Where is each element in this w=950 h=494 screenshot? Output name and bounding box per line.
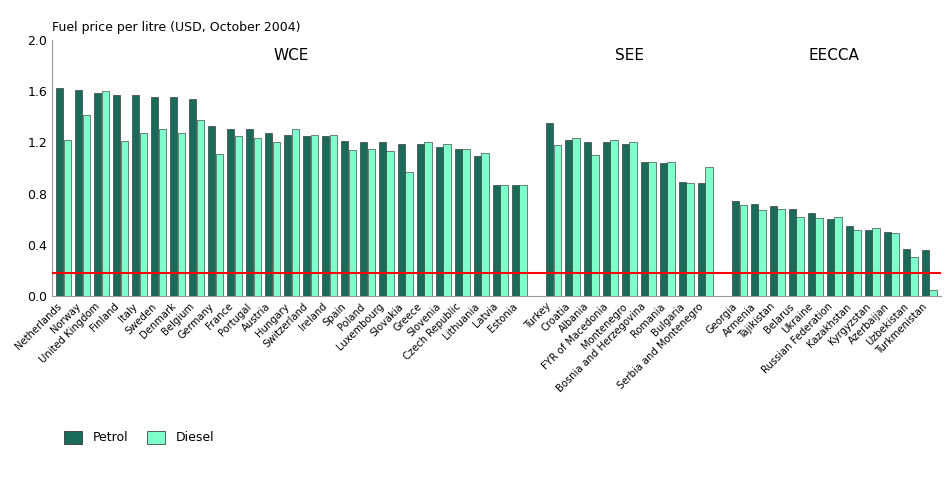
Text: Fuel price per litre (USD, October 2004): Fuel price per litre (USD, October 2004) (52, 21, 301, 34)
Bar (132, 95, 140, 296)
Bar (387, 151, 393, 296)
Bar (884, 232, 891, 296)
Bar (758, 210, 766, 296)
Bar (815, 218, 823, 296)
Bar (178, 133, 185, 296)
Bar (444, 144, 450, 296)
Bar (630, 142, 636, 296)
Bar (197, 121, 204, 296)
Bar (929, 290, 937, 296)
Bar (584, 142, 591, 296)
Bar (922, 250, 929, 296)
Bar (739, 205, 747, 296)
Bar (611, 140, 618, 296)
Bar (546, 123, 553, 296)
Bar (379, 142, 386, 296)
Bar (770, 206, 777, 296)
Bar (368, 149, 374, 296)
Text: SEE: SEE (615, 47, 644, 63)
Bar (474, 157, 481, 296)
Bar (732, 202, 739, 296)
Bar (565, 140, 572, 296)
Bar (417, 144, 424, 296)
Bar (254, 138, 261, 296)
Bar (641, 162, 648, 296)
Bar (603, 142, 610, 296)
Legend: Petrol, Diesel: Petrol, Diesel (59, 426, 219, 450)
Bar (330, 134, 336, 296)
Bar (56, 88, 64, 296)
Bar (902, 249, 910, 296)
Bar (208, 125, 216, 296)
Bar (573, 138, 580, 296)
Bar (520, 185, 526, 296)
Bar (216, 154, 223, 296)
Bar (102, 91, 109, 296)
Bar (592, 155, 598, 296)
Text: WCE: WCE (274, 47, 309, 63)
Bar (349, 150, 355, 296)
Bar (826, 219, 834, 296)
Bar (864, 230, 872, 296)
Bar (406, 172, 412, 296)
Bar (482, 153, 488, 296)
Bar (341, 141, 348, 296)
Bar (463, 149, 469, 296)
Bar (246, 129, 254, 296)
Bar (64, 140, 71, 296)
Bar (705, 166, 712, 296)
Bar (273, 142, 280, 296)
Bar (235, 136, 242, 296)
Bar (872, 228, 880, 296)
Bar (846, 226, 853, 296)
Bar (834, 217, 842, 296)
Bar (151, 97, 159, 296)
Bar (788, 209, 796, 296)
Bar (303, 136, 311, 296)
Bar (697, 183, 705, 296)
Bar (170, 97, 178, 296)
Text: EECCA: EECCA (808, 47, 860, 63)
Bar (189, 99, 197, 296)
Bar (455, 149, 462, 296)
Bar (121, 141, 128, 296)
Bar (227, 129, 235, 296)
Bar (140, 133, 147, 296)
Bar (796, 217, 804, 296)
Bar (398, 144, 405, 296)
Bar (425, 142, 431, 296)
Bar (891, 234, 899, 296)
Bar (94, 93, 102, 296)
Bar (777, 209, 785, 296)
Bar (284, 134, 292, 296)
Bar (668, 162, 674, 296)
Bar (686, 183, 694, 296)
Bar (660, 163, 667, 296)
Bar (750, 204, 758, 296)
Bar (512, 185, 519, 296)
Bar (265, 133, 273, 296)
Bar (159, 129, 166, 296)
Bar (83, 115, 90, 296)
Bar (436, 147, 443, 296)
Bar (493, 185, 500, 296)
Bar (853, 230, 861, 296)
Bar (808, 213, 815, 296)
Bar (322, 136, 329, 296)
Bar (678, 182, 686, 296)
Bar (910, 256, 918, 296)
Bar (360, 142, 367, 296)
Bar (292, 129, 299, 296)
Bar (311, 134, 318, 296)
Bar (75, 89, 83, 296)
Bar (554, 145, 560, 296)
Bar (501, 185, 507, 296)
Bar (649, 162, 655, 296)
Bar (622, 144, 629, 296)
Bar (113, 95, 121, 296)
